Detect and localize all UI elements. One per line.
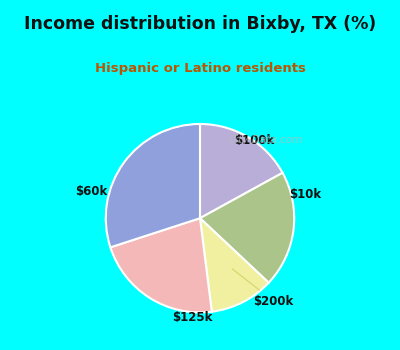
Text: $60k: $60k — [76, 186, 148, 201]
Wedge shape — [200, 124, 282, 218]
Wedge shape — [200, 173, 294, 283]
Text: $10k: $10k — [258, 188, 322, 201]
Text: Hispanic or Latino residents: Hispanic or Latino residents — [94, 62, 306, 75]
Text: $200k: $200k — [232, 269, 294, 308]
Wedge shape — [200, 218, 269, 312]
Text: Income distribution in Bixby, TX (%): Income distribution in Bixby, TX (%) — [24, 14, 376, 33]
Text: $125k: $125k — [172, 278, 213, 324]
Text: $100k: $100k — [234, 134, 275, 164]
Wedge shape — [106, 124, 200, 247]
Wedge shape — [110, 218, 212, 313]
Text: City-Data.com: City-Data.com — [228, 135, 303, 145]
